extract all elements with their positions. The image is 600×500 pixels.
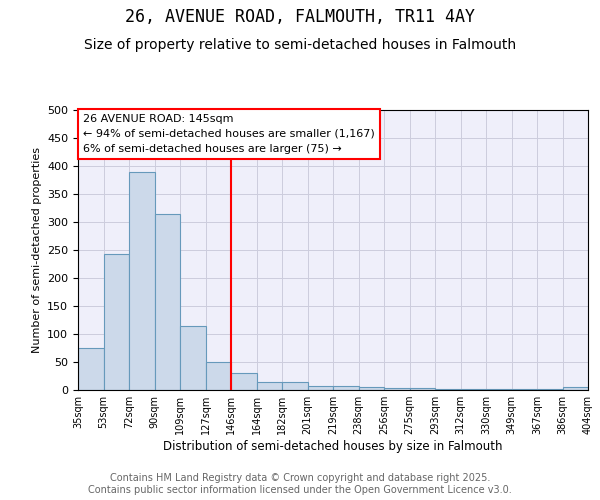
Bar: [180, 326, 205, 390]
Text: 26 AVENUE ROAD: 145sqm
← 94% of semi-detached houses are smaller (1,167)
6% of s: 26 AVENUE ROAD: 145sqm ← 94% of semi-det…: [83, 114, 375, 154]
Bar: [461, 389, 486, 390]
Bar: [333, 386, 359, 390]
Text: Size of property relative to semi-detached houses in Falmouth: Size of property relative to semi-detach…: [84, 38, 516, 52]
Bar: [231, 373, 257, 390]
Bar: [129, 172, 155, 390]
Bar: [104, 254, 129, 390]
Bar: [257, 382, 282, 390]
Bar: [435, 389, 461, 390]
Text: 26, AVENUE ROAD, FALMOUTH, TR11 4AY: 26, AVENUE ROAD, FALMOUTH, TR11 4AY: [125, 8, 475, 26]
Bar: [282, 382, 308, 390]
Bar: [409, 388, 435, 390]
Bar: [308, 386, 333, 390]
Text: Contains HM Land Registry data © Crown copyright and database right 2025.
Contai: Contains HM Land Registry data © Crown c…: [88, 474, 512, 495]
Bar: [78, 348, 104, 390]
Bar: [155, 214, 180, 390]
Bar: [205, 362, 231, 390]
Y-axis label: Number of semi-detached properties: Number of semi-detached properties: [32, 147, 41, 353]
Bar: [384, 388, 409, 390]
Bar: [359, 386, 384, 390]
X-axis label: Distribution of semi-detached houses by size in Falmouth: Distribution of semi-detached houses by …: [163, 440, 503, 453]
Bar: [563, 387, 588, 390]
